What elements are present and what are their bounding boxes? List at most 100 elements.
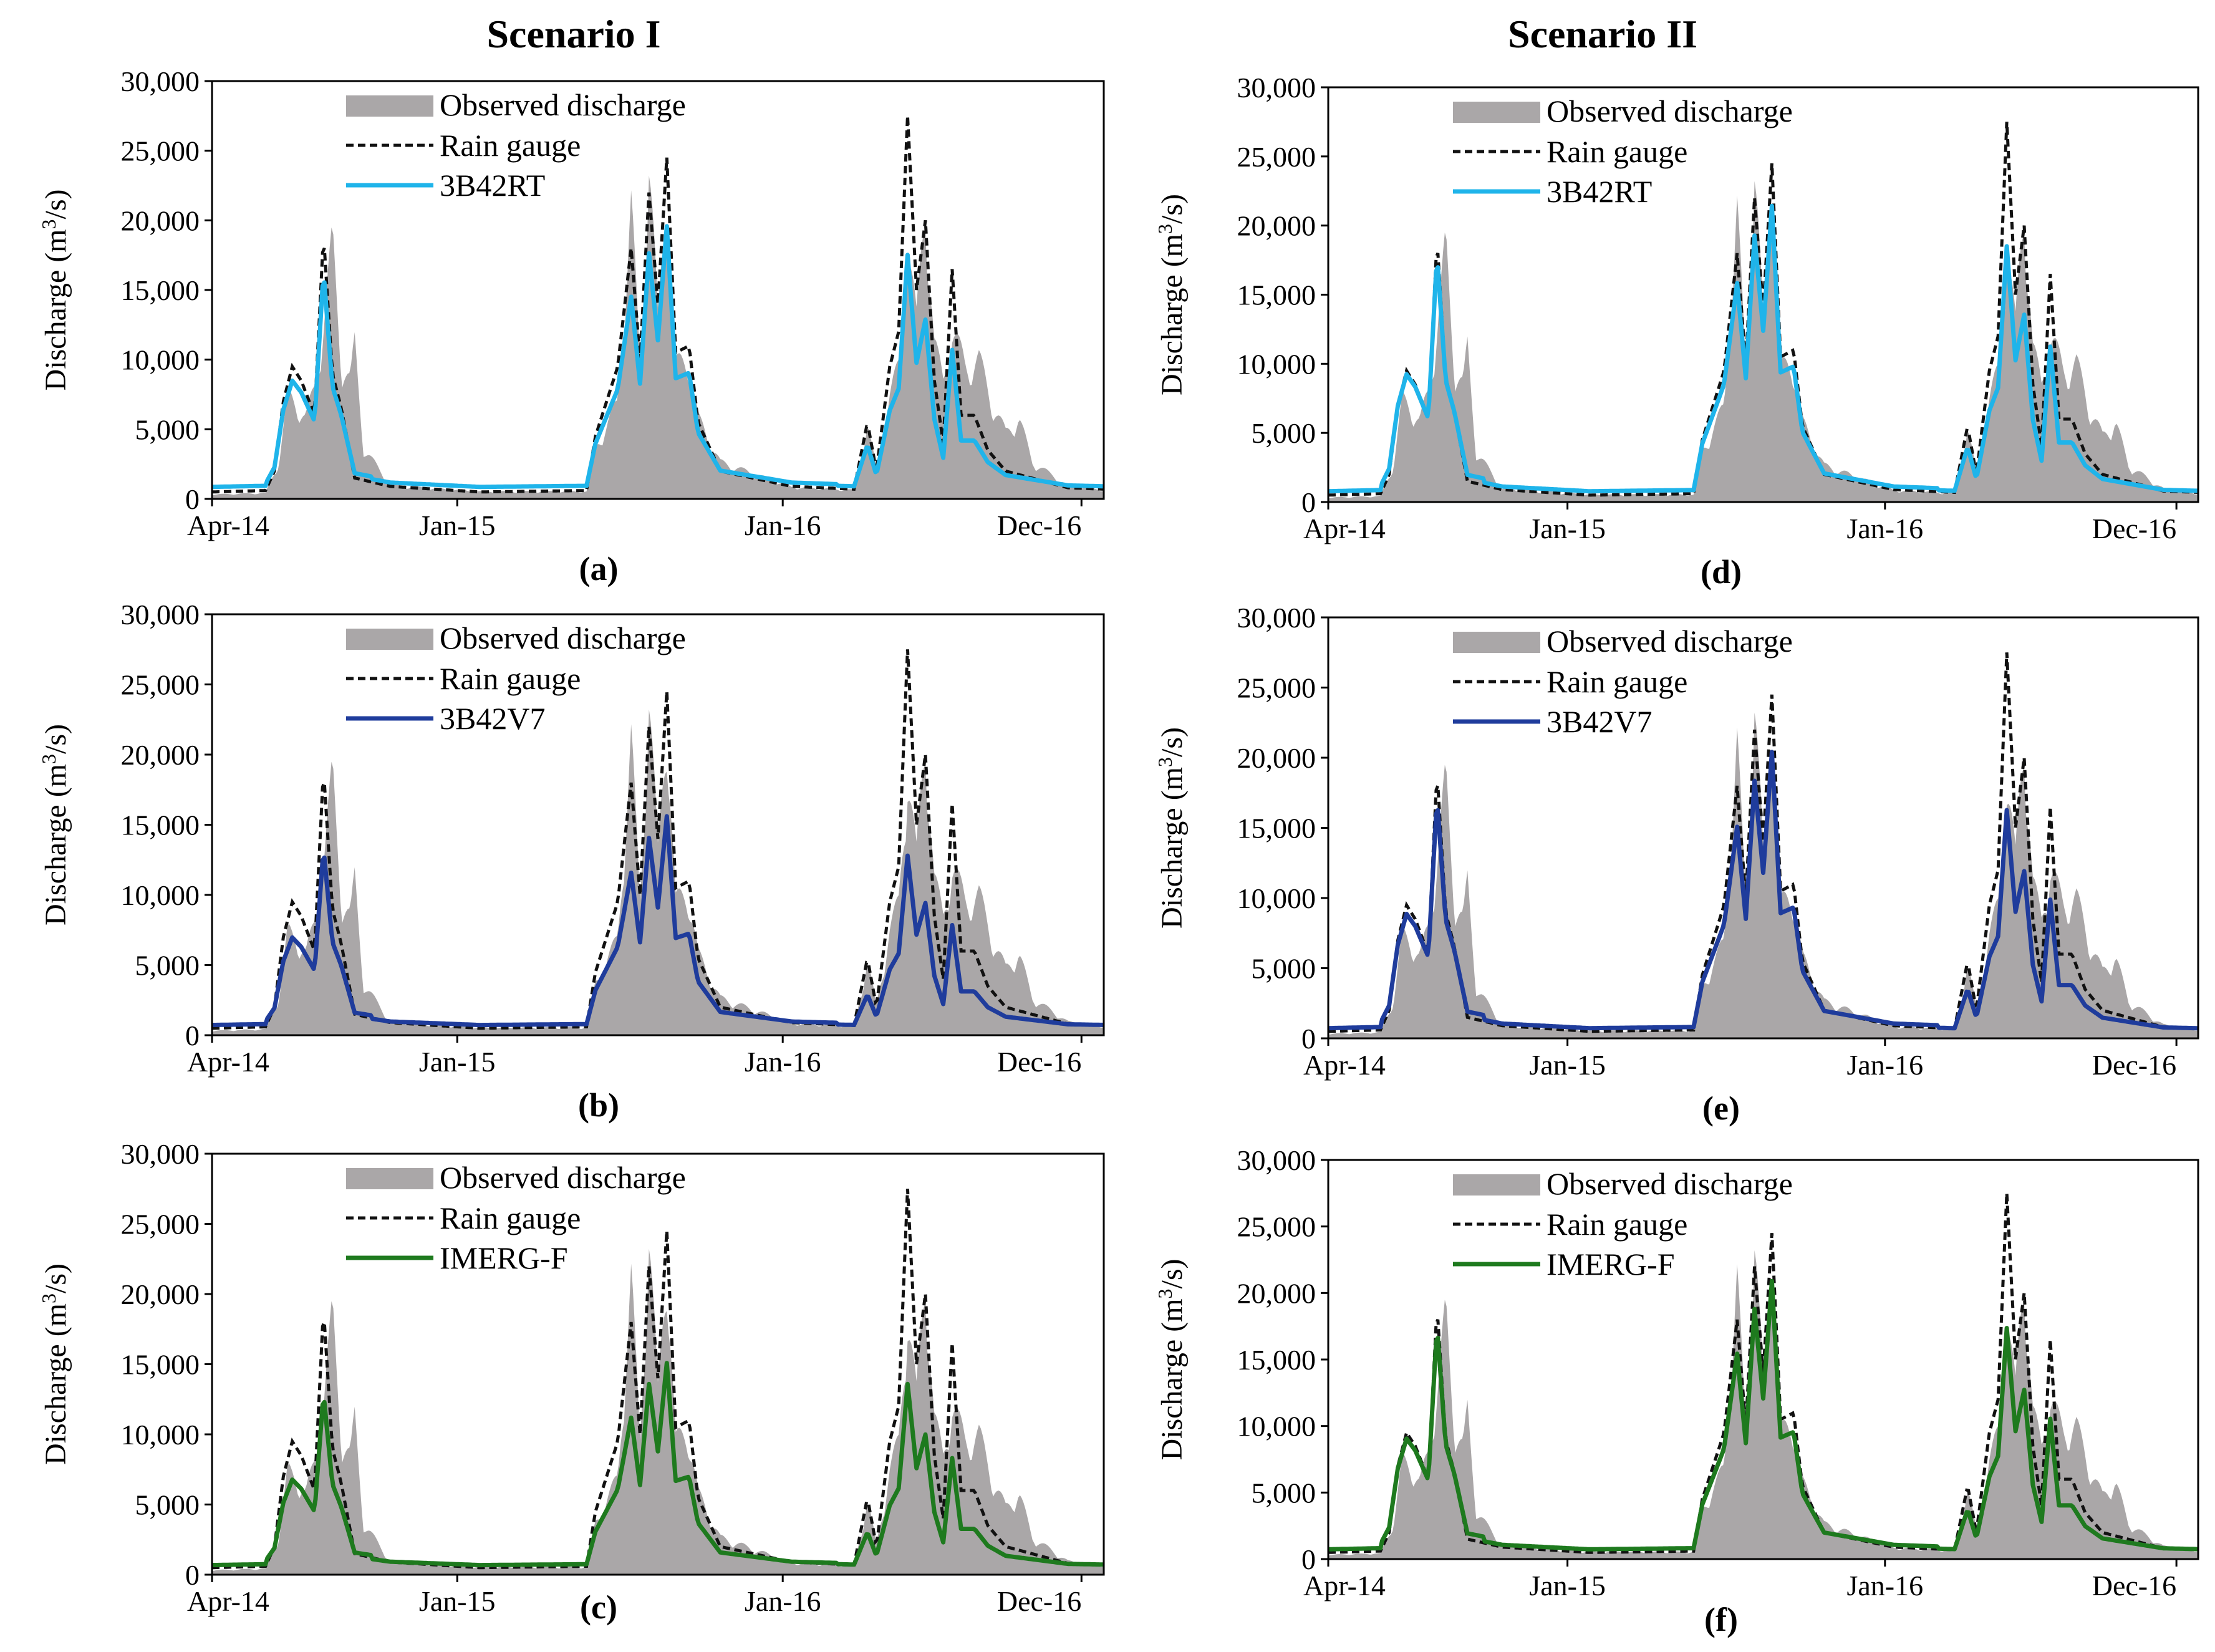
y-tick-label: 15,000	[1237, 813, 1316, 844]
y-tick-label: 5,000	[135, 1489, 200, 1521]
x-tick-label: Jan-15	[1529, 1570, 1606, 1601]
legend-swatch-observed	[346, 629, 433, 650]
scenario-1-title: Scenario I	[486, 12, 661, 56]
panel-label: (f)	[1704, 1601, 1738, 1638]
panel-label: (c)	[580, 1588, 617, 1626]
rain-gauge-line	[212, 115, 1104, 494]
observed-discharge-area	[212, 709, 1104, 1035]
y-tick-label: 0	[185, 1559, 200, 1591]
y-tick-label: 20,000	[121, 739, 200, 771]
x-tick-label: Jan-16	[1846, 1049, 1923, 1081]
legend-swatch-observed	[346, 1168, 433, 1189]
y-tick-label: 10,000	[121, 344, 200, 376]
y-tick-label: 5,000	[1252, 1477, 1316, 1509]
y-tick-label: 25,000	[1237, 1211, 1316, 1243]
y-tick-label: 25,000	[121, 135, 200, 167]
y-axis-label: Discharge (m3/s)	[1154, 1258, 1189, 1460]
y-tick-label: 0	[1301, 486, 1316, 518]
x-tick-label: Jan-15	[1529, 513, 1606, 544]
legend-label-rain-gauge: Rain gauge	[440, 661, 581, 696]
legend-label-rain-gauge: Rain gauge	[440, 1200, 581, 1235]
legend-swatch-observed	[346, 95, 433, 117]
x-tick-label: Dec-16	[2092, 1049, 2176, 1081]
panel-label: (e)	[1702, 1089, 1740, 1127]
y-tick-label: 10,000	[121, 879, 200, 911]
y-axis-label: Discharge (m3/s)	[1154, 194, 1189, 395]
y-tick-label: 0	[1301, 1023, 1316, 1055]
x-tick-label: Dec-16	[2092, 1570, 2176, 1601]
x-tick-label: Jan-15	[419, 510, 496, 541]
satellite-simulated-line	[211, 814, 1104, 1028]
y-tick-label: 5,000	[1252, 953, 1316, 985]
y-tick-label: 20,000	[121, 205, 200, 236]
y-tick-label: 25,000	[1237, 672, 1316, 704]
legend-label-rain-gauge: Rain gauge	[1547, 1207, 1687, 1242]
y-tick-label: 15,000	[1237, 1344, 1316, 1376]
legend-label-satellite: 3B42V7	[440, 701, 545, 736]
x-tick-label: Jan-15	[419, 1046, 496, 1078]
observed-discharge-area	[212, 1249, 1104, 1575]
y-tick-label: 0	[185, 1020, 200, 1051]
x-tick-label: Jan-16	[1846, 1570, 1923, 1601]
x-tick-label: Apr-14	[1303, 1570, 1386, 1601]
y-tick-label: 30,000	[121, 65, 200, 97]
legend-label-satellite: IMERG-F	[1547, 1247, 1675, 1282]
y-axis-label: Discharge (m3/s)	[37, 189, 72, 390]
x-tick-label: Apr-14	[187, 510, 269, 541]
y-tick-label: 20,000	[1237, 210, 1316, 242]
x-tick-label: Dec-16	[997, 1585, 1081, 1617]
satellite-simulated-line	[1328, 1278, 2199, 1552]
y-tick-label: 10,000	[1237, 1411, 1316, 1442]
x-tick-label: Jan-15	[419, 1585, 496, 1617]
chart-panel-b: 0 5,000 10,000 15,000 20,000 25,000 30,000 Apr-…	[37, 599, 1105, 1124]
legend-label-observed: Observed discharge	[440, 1160, 686, 1195]
chart-panel-d: 0 5,000 10,000 15,000 20,000 25,000 30,000 Apr-…	[1154, 72, 2199, 591]
legend-label-observed: Observed discharge	[440, 87, 686, 122]
y-tick-label: 15,000	[121, 809, 200, 841]
legend-swatch-observed	[1453, 632, 1540, 653]
x-tick-label: Apr-14	[1303, 1049, 1386, 1081]
y-axis-label: Discharge (m3/s)	[37, 1263, 72, 1465]
x-tick-label: Apr-14	[187, 1046, 269, 1078]
legend-label-rain-gauge: Rain gauge	[1547, 664, 1687, 699]
y-tick-label: 25,000	[121, 669, 200, 701]
y-tick-label: 25,000	[121, 1209, 200, 1240]
legend-swatch-observed	[1453, 1174, 1540, 1196]
y-tick-label: 15,000	[121, 274, 200, 306]
observed-discharge-area	[1328, 181, 2198, 502]
y-axis-label: Discharge (m3/s)	[1154, 727, 1189, 929]
legend-label-rain-gauge: Rain gauge	[440, 128, 581, 163]
y-tick-label: 10,000	[1237, 348, 1316, 380]
x-tick-label: Dec-16	[997, 510, 1081, 541]
y-tick-label: 0	[185, 483, 200, 515]
legend-label-rain-gauge: Rain gauge	[1547, 134, 1687, 169]
x-tick-label: Jan-15	[1529, 1049, 1606, 1081]
y-tick-label: 30,000	[121, 1138, 200, 1170]
x-tick-label: Dec-16	[997, 1046, 1081, 1078]
y-axis-label: Discharge (m3/s)	[37, 724, 72, 925]
x-tick-label: Apr-14	[1303, 513, 1386, 544]
observed-discharge-area	[1328, 1250, 2198, 1559]
y-tick-label: 30,000	[121, 599, 200, 630]
legend-label-observed: Observed discharge	[1547, 624, 1793, 659]
chart-panel-f: 0 5,000 10,000 15,000 20,000 25,000 30,000 Apr-…	[1154, 1144, 2199, 1638]
legend-label-satellite: 3B42V7	[1547, 704, 1652, 739]
scenario-2-title: Scenario II	[1508, 12, 1697, 56]
legend-label-satellite: IMERG-F	[440, 1240, 568, 1275]
chart-panel-e: 0 5,000 10,000 15,000 20,000 25,000 30,000 Apr-…	[1154, 602, 2199, 1127]
y-tick-label: 10,000	[121, 1419, 200, 1451]
y-tick-label: 15,000	[121, 1349, 200, 1381]
x-tick-label: Jan-16	[745, 1046, 821, 1078]
panel-label: (a)	[579, 550, 619, 587]
chart-panel-a: 0 5,000 10,000 15,000 20,000 25,000 30,000 Apr-…	[37, 65, 1105, 587]
legend-label-observed: Observed discharge	[440, 621, 686, 655]
panel-label: (b)	[578, 1086, 619, 1124]
y-tick-label: 25,000	[1237, 141, 1316, 173]
satellite-simulated-line	[1328, 203, 2199, 494]
satellite-simulated-line	[211, 1361, 1104, 1568]
observed-discharge-area	[1328, 712, 2198, 1038]
x-tick-label: Apr-14	[187, 1585, 269, 1617]
y-tick-label: 20,000	[1237, 1277, 1316, 1309]
x-tick-label: Jan-16	[1846, 513, 1923, 544]
